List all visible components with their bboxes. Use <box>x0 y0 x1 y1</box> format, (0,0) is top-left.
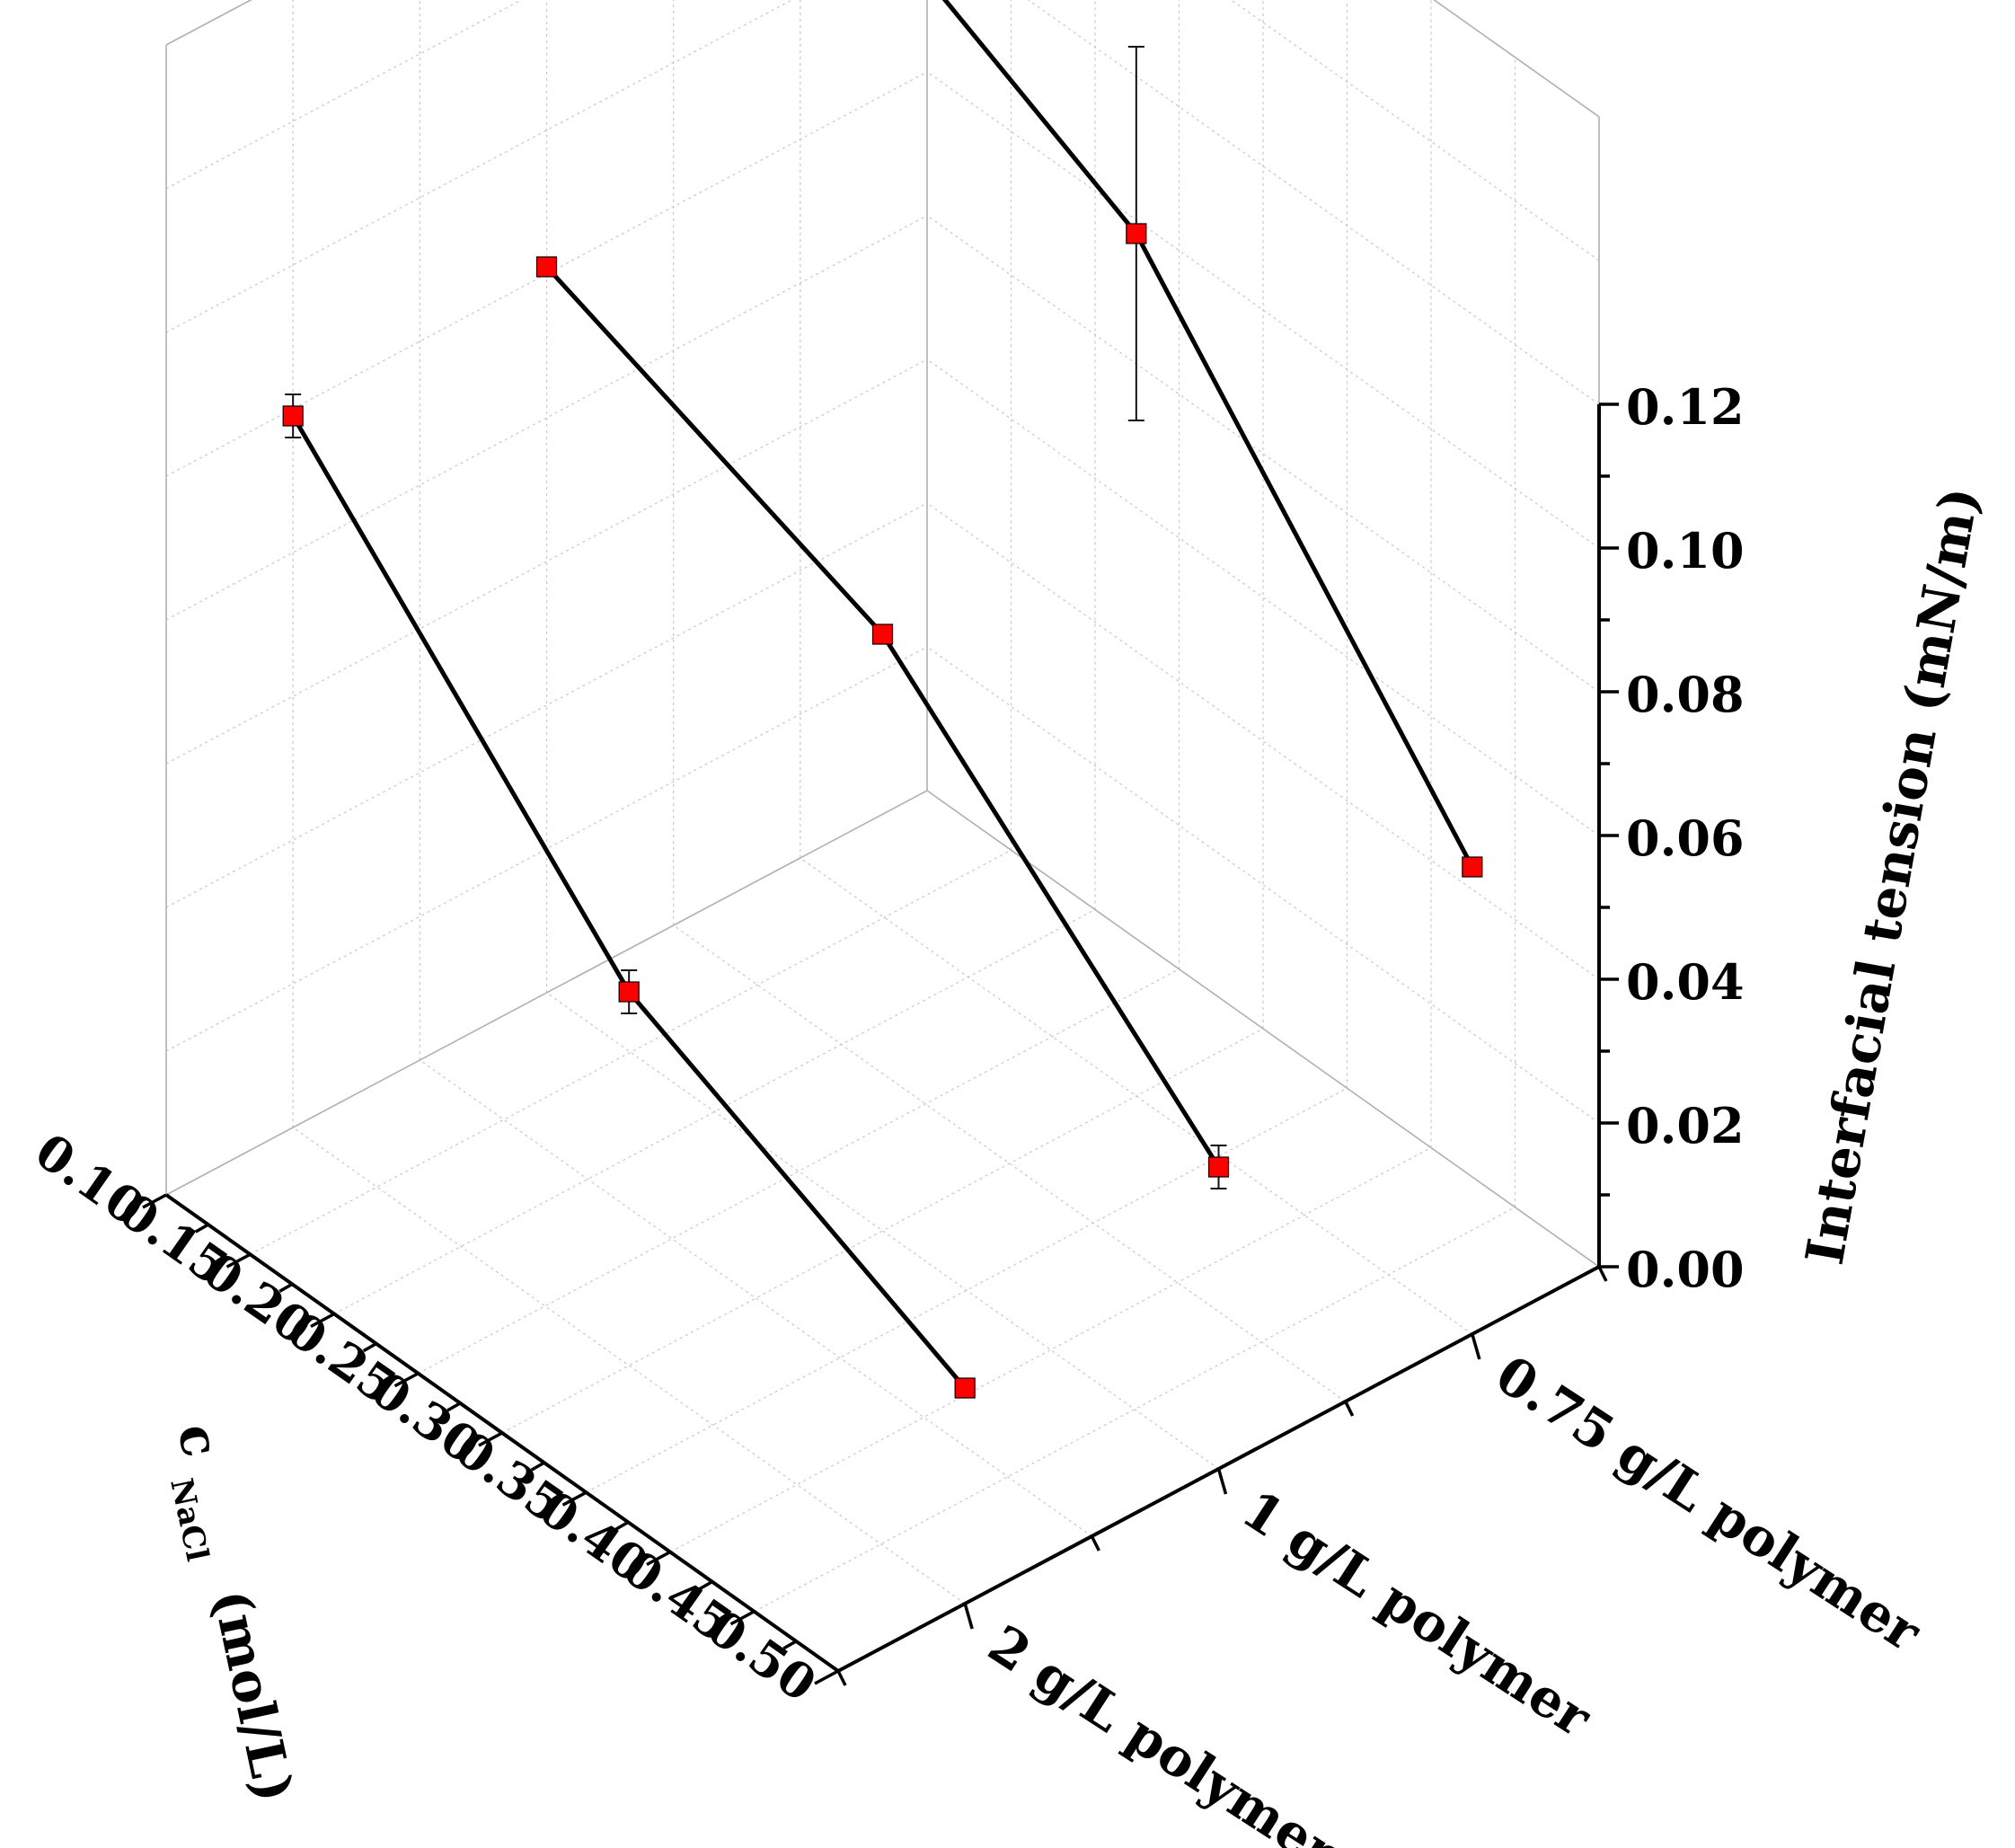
series-layer <box>282 0 1483 1399</box>
data-point <box>954 1377 976 1399</box>
floor-grid-line <box>800 857 1473 1335</box>
x-minor-tick-mark <box>698 1580 713 1591</box>
left-wall-grid-line <box>165 215 928 621</box>
category-tick-mark <box>1597 1266 1608 1282</box>
data-point <box>535 256 558 278</box>
x-tick-mark <box>393 1372 420 1388</box>
x-minor-tick-mark <box>446 1401 462 1412</box>
category-label: 2 g/L polymer <box>978 1614 1349 1848</box>
x-minor-tick-mark <box>530 1461 545 1472</box>
floor-grid-line <box>292 1127 966 1605</box>
x-minor-tick-mark <box>194 1223 209 1233</box>
category-tick-mark <box>1344 1401 1355 1417</box>
box-edge <box>1433 0 1600 118</box>
floor-grid-line <box>250 849 1012 1255</box>
back-wall-grid-line <box>926 71 1600 549</box>
category-label: 1 g/L polymer <box>1232 1479 1603 1749</box>
floor-grid-line <box>418 968 1180 1375</box>
left-wall-grid-line <box>165 71 928 477</box>
series-line <box>544 265 1221 1169</box>
z-tick-label: 0.02 <box>1626 1097 1745 1154</box>
x-tick-mark <box>225 1252 252 1269</box>
data-point <box>871 623 894 645</box>
back-wall-grid-line <box>1027 0 1600 405</box>
z-tick-label: 0.08 <box>1626 666 1745 723</box>
z-tick-label: 0.00 <box>1626 1241 1745 1298</box>
left-wall-grid-line <box>165 502 928 908</box>
x-axis-label: c NaCl (mol/L) <box>148 1419 305 1811</box>
series-line <box>291 414 968 1390</box>
x-tick-mark <box>310 1312 335 1329</box>
z-tick-label: 0.04 <box>1626 953 1745 1011</box>
data-point <box>618 981 640 1003</box>
left-wall-grid-line <box>165 646 928 1052</box>
x-tick-mark <box>646 1550 671 1567</box>
floor-grid-line <box>419 1059 1092 1537</box>
floor-grid-line <box>669 1146 1432 1553</box>
back-wall-grid-line <box>926 646 1600 1124</box>
data-point <box>1207 1156 1230 1178</box>
x-minor-tick-mark <box>782 1640 798 1650</box>
category-tick-mark <box>1216 1468 1228 1495</box>
category-tick-mark <box>1090 1535 1100 1552</box>
data-point <box>1462 856 1483 878</box>
x-minor-tick-mark <box>278 1282 294 1293</box>
x-tick-mark <box>561 1490 588 1507</box>
x-minor-tick-mark <box>362 1342 377 1353</box>
floor-grid-line <box>673 924 1347 1402</box>
category-tick-mark <box>836 1670 847 1686</box>
x-axis-label-main: c <box>165 1419 232 1463</box>
back-wall-grid-line <box>926 502 1600 980</box>
z-tick-label: 0.12 <box>1626 378 1745 436</box>
category-tick-mark <box>963 1603 974 1630</box>
data-point <box>282 405 304 427</box>
x-tick-mark <box>729 1610 756 1626</box>
box-edge <box>165 790 928 1196</box>
axes-layer: 0.100.150.200.250.300.350.400.450.50 2 g/… <box>25 378 1932 1848</box>
left-wall-grid-line <box>165 358 928 765</box>
category-tick-mark <box>1471 1333 1481 1360</box>
grid-layer <box>165 0 1600 1613</box>
z-axis-label: Interfacial tension (mN/m) <box>1794 482 1991 1269</box>
x-axis-label-unit: (mol/L) <box>201 1584 305 1807</box>
floor-grid-line <box>546 992 1219 1470</box>
x-tick-mark <box>814 1669 839 1685</box>
box-edge <box>926 790 1600 1268</box>
back-wall-grid-line <box>926 215 1600 693</box>
data-point <box>1126 223 1147 244</box>
z-tick-label: 0.06 <box>1626 809 1745 867</box>
back-wall-grid-line <box>926 358 1600 836</box>
floor-grid-line <box>501 1028 1264 1434</box>
z-tick-label: 0.10 <box>1626 522 1745 579</box>
x-minor-tick-mark <box>614 1520 630 1531</box>
x-tick-mark <box>142 1193 167 1209</box>
category-label: 0.75 g/L polymer <box>1485 1344 1932 1664</box>
x-tick-mark <box>478 1431 503 1447</box>
x-axis-label-sub: NaCl <box>163 1475 215 1564</box>
